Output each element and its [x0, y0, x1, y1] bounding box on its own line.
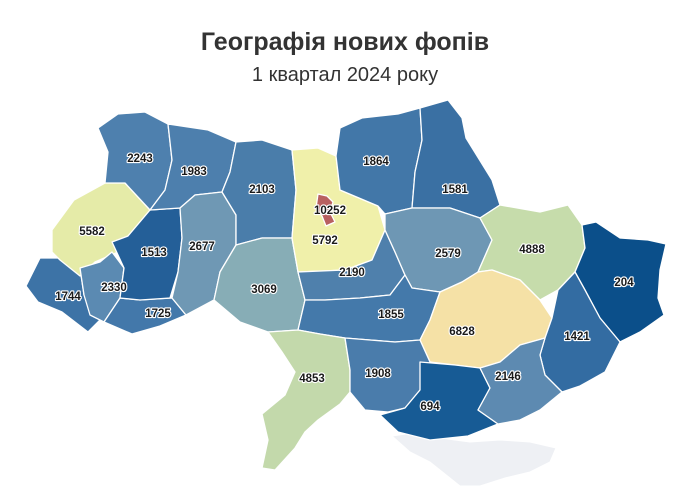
value-zhytomyr: 2103	[249, 184, 275, 196]
value-kherson: 694	[420, 401, 440, 413]
value-donetsk: 1421	[564, 331, 590, 343]
value-dnipropetrovsk: 6828	[449, 326, 475, 338]
value-mykolaiv: 1908	[365, 368, 391, 380]
value-volyn: 2243	[127, 153, 153, 165]
value-khmelnytskyi: 2677	[189, 241, 215, 253]
value-rivne: 1983	[181, 166, 207, 178]
value-odesa: 4853	[299, 373, 325, 385]
map-subtitle: 1 квартал 2024 року	[251, 64, 439, 86]
value-luhansk: 204	[614, 277, 634, 289]
value-zakarpattia: 1744	[55, 291, 81, 303]
region-zaporizhzhia[interactable]	[477, 337, 563, 425]
value-zaporizhzhia: 2146	[495, 371, 521, 383]
value-sumy: 1581	[442, 184, 468, 196]
value-ternopil: 1513	[141, 247, 167, 259]
value-chernivtsi: 1725	[145, 308, 171, 320]
value-kirovohrad: 1855	[378, 309, 404, 321]
value-vinnytsia: 3069	[251, 284, 277, 296]
value-chernihiv: 1864	[363, 156, 389, 168]
value-cherkasy: 2190	[339, 267, 365, 279]
region-odesa[interactable]	[261, 329, 351, 471]
value-kyiv-city: 10252	[314, 205, 346, 217]
value-kharkiv: 4888	[519, 244, 545, 256]
region-sumy[interactable]	[411, 99, 501, 219]
value-lviv: 5582	[79, 226, 105, 238]
value-ivano-frankivsk: 2330	[101, 282, 127, 294]
value-poltava: 2579	[435, 248, 461, 260]
region-kyiv-city[interactable]	[315, 193, 336, 227]
crimea-region	[390, 431, 557, 486]
value-kyiv-oblast: 5792	[312, 235, 338, 247]
map-title: Географія нових фопів	[200, 28, 490, 56]
